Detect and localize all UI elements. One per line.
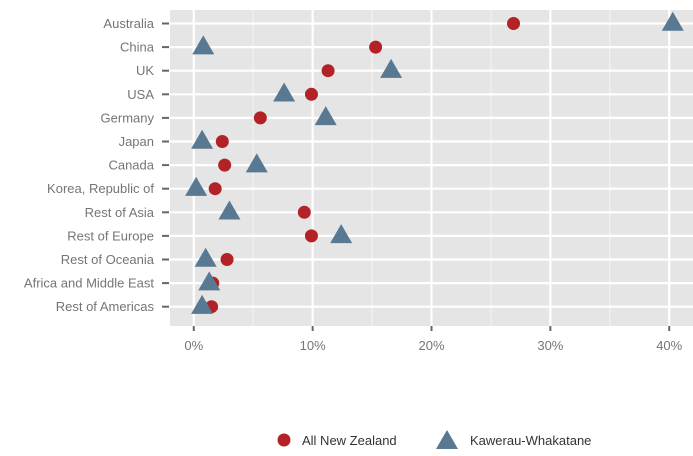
x-tick-label: 20% <box>418 338 444 353</box>
y-category-label: Canada <box>108 158 154 173</box>
y-category-label: Africa and Middle East <box>24 276 154 291</box>
y-category-label: Korea, Republic of <box>47 181 154 196</box>
all-new-zealand-point <box>208 182 222 196</box>
legend-triangle-marker <box>436 430 458 449</box>
legend-label: Kawerau-Whakatane <box>470 432 592 448</box>
kawerau-whakatane-point <box>185 176 208 196</box>
legend-circle-marker <box>277 433 291 447</box>
kawerau-whakatane-point <box>198 271 221 291</box>
data-marks <box>185 11 684 314</box>
kawerau-whakatane-point <box>330 224 353 244</box>
kawerau-whakatane-point <box>194 247 217 267</box>
all-new-zealand-point <box>220 253 234 266</box>
dot-plot-chart: Australia China UK USA Germany Japan Canada Kor… <box>24 10 693 353</box>
y-axis: Australia China UK USA Germany Japan Canada Kor… <box>24 16 169 314</box>
x-tick-label: 30% <box>537 338 563 353</box>
y-category-label: China <box>120 40 155 55</box>
all-new-zealand-point <box>321 64 335 78</box>
y-category-label: Rest of Asia <box>85 205 155 220</box>
kawerau-whakatane-point <box>191 129 214 149</box>
y-category-label: Rest of Europe <box>67 228 154 243</box>
y-category-label: Japan <box>119 134 154 149</box>
all-new-zealand-point <box>215 135 229 148</box>
all-new-zealand-point <box>507 17 521 30</box>
all-new-zealand-point <box>253 111 267 125</box>
y-category-label: Germany <box>101 110 155 125</box>
all-new-zealand-point <box>369 40 383 54</box>
x-tick-label: 10% <box>300 338 326 353</box>
all-new-zealand-point <box>304 87 318 101</box>
kawerau-whakatane-point <box>218 200 241 220</box>
legend: All New Zealand Kawerau-Whakatane <box>0 425 693 455</box>
x-axis: 0% 10% 20% 30% 40% <box>184 326 683 353</box>
y-category-label: UK <box>136 63 154 78</box>
legend-label: All New Zealand <box>302 432 397 448</box>
all-new-zealand-point <box>304 229 318 243</box>
kawerau-whakatane-point <box>245 153 268 173</box>
kawerau-whakatane-point <box>661 11 684 31</box>
y-category-label: Rest of Americas <box>56 299 155 314</box>
y-category-label: Australia <box>103 16 154 31</box>
minor-gridlines <box>252 10 611 326</box>
kawerau-whakatane-point <box>192 35 215 55</box>
kawerau-whakatane-point <box>380 58 403 78</box>
all-new-zealand-point <box>297 205 311 219</box>
kawerau-whakatane-point <box>273 82 296 102</box>
kawerau-whakatane-point <box>191 294 214 314</box>
y-category-label: Rest of Oceania <box>61 252 155 267</box>
x-tick-label: 0% <box>184 338 203 353</box>
legend-item-all-new-zealand: All New Zealand <box>276 425 397 455</box>
legend-item-kawerau-whakatane: Kawerau-Whakatane <box>434 425 591 455</box>
all-new-zealand-point <box>218 158 232 172</box>
kawerau-whakatane-point <box>314 106 337 126</box>
y-category-label: USA <box>127 87 154 102</box>
x-tick-label: 40% <box>656 338 682 353</box>
